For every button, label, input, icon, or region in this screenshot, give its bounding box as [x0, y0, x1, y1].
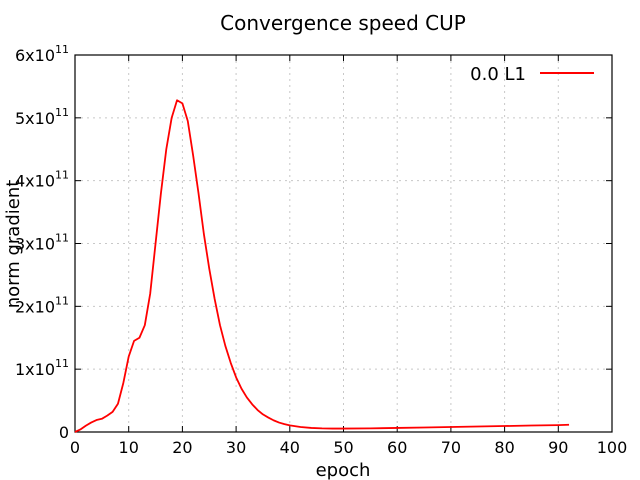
x-tick-label: 30 [226, 438, 246, 457]
y-tick-exponent: 11 [55, 169, 69, 182]
x-tick-label: 10 [119, 438, 139, 457]
y-tick-exponent: 11 [55, 106, 69, 119]
y-tick-label: 5x1011 [15, 106, 69, 128]
y-tick-exponent: 11 [55, 232, 69, 245]
legend-label: 0.0 L1 [470, 64, 526, 85]
x-tick-label: 70 [441, 438, 461, 457]
x-tick-label: 20 [172, 438, 192, 457]
y-tick-label: 0 [59, 423, 69, 442]
x-axis-label: epoch [316, 460, 371, 480]
x-tick-label: 40 [280, 438, 300, 457]
axis-ticks [74, 54, 613, 433]
y-tick-mantissa: 3x10 [15, 235, 55, 254]
x-tick-label: 90 [548, 438, 568, 457]
series-line [74, 99, 570, 433]
x-tick-label: 50 [333, 438, 353, 457]
y-tick-mantissa: 4x10 [15, 172, 55, 191]
y-tick-label: 4x1011 [15, 169, 69, 191]
y-tick-exponent: 11 [55, 294, 69, 307]
y-tick-mantissa: 0 [59, 423, 69, 442]
x-tick-label: 100 [597, 438, 628, 457]
y-tick-exponent: 11 [55, 357, 69, 370]
y-tick-label: 3x1011 [15, 232, 69, 254]
series-layer [74, 99, 570, 433]
y-tick-mantissa: 5x10 [15, 109, 55, 128]
y-tick-label: 6x1011 [15, 43, 69, 65]
x-tick-label: 0 [70, 438, 80, 457]
x-tick-label: 60 [387, 438, 407, 457]
y-tick-mantissa: 2x10 [15, 297, 55, 316]
y-tick-label: 2x1011 [15, 294, 69, 316]
y-axis-label: norm gradient [3, 180, 24, 309]
legend: 0.0 L1 [470, 64, 594, 85]
x-tick-label: 80 [494, 438, 514, 457]
y-tick-mantissa: 6x10 [15, 46, 55, 65]
y-tick-label: 1x1011 [15, 357, 69, 379]
y-tick-exponent: 11 [55, 43, 69, 56]
y-tick-mantissa: 1x10 [15, 360, 55, 379]
chart-title: Convergence speed CUP [220, 11, 466, 35]
x-tick-labels: 0 10 20 30 40 50 60 70 80 90 100 [70, 438, 627, 457]
